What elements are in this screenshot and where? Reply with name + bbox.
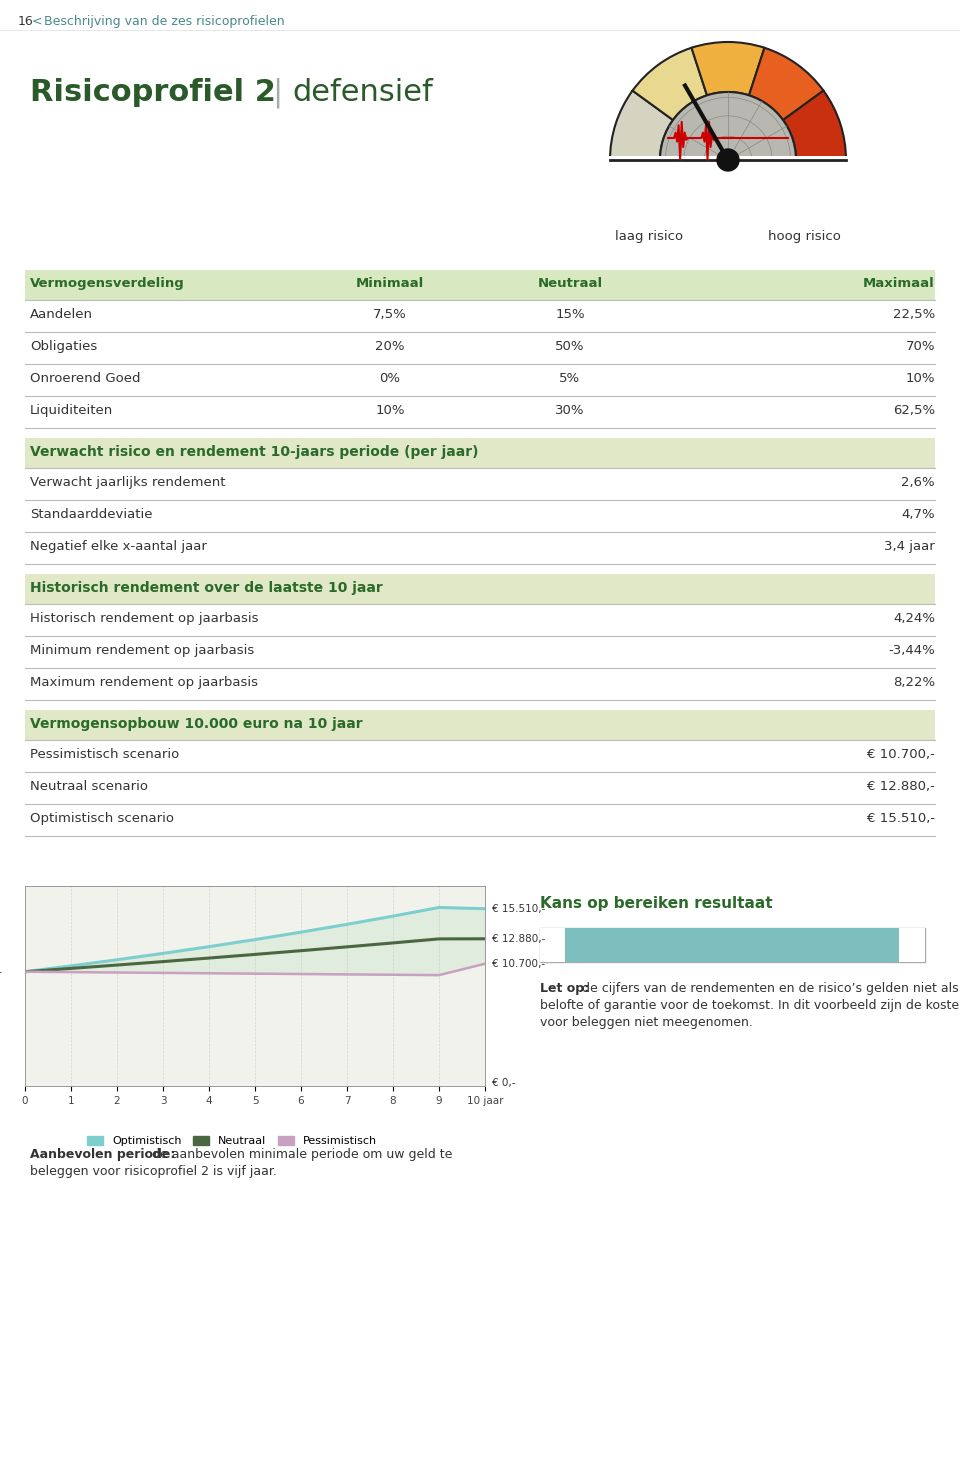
Text: Neutraal scenario: Neutraal scenario bbox=[30, 780, 148, 793]
Text: € 0,-: € 0,- bbox=[492, 1078, 516, 1088]
Text: 4,24%: 4,24% bbox=[893, 612, 935, 625]
Text: 4,7%: 4,7% bbox=[901, 508, 935, 521]
Text: 15%: 15% bbox=[555, 308, 585, 321]
Text: 0%: 0% bbox=[379, 371, 400, 385]
Text: Historisch rendement op jaarbasis: Historisch rendement op jaarbasis bbox=[30, 612, 258, 625]
Text: Let op:: Let op: bbox=[540, 982, 589, 995]
Text: Aandelen: Aandelen bbox=[30, 308, 93, 321]
Text: -3,44%: -3,44% bbox=[888, 644, 935, 658]
Text: Minimaal: Minimaal bbox=[356, 277, 424, 291]
Wedge shape bbox=[633, 48, 707, 120]
Text: € 12.880,-: € 12.880,- bbox=[492, 934, 545, 944]
Text: laag risico: laag risico bbox=[615, 230, 684, 244]
Bar bbox=[540, 928, 925, 962]
Text: 5%: 5% bbox=[560, 371, 581, 385]
Wedge shape bbox=[610, 91, 673, 160]
Text: 10%: 10% bbox=[375, 404, 405, 417]
Text: 3,4 jaar: 3,4 jaar bbox=[884, 540, 935, 553]
Text: € 10.000,-: € 10.000,- bbox=[0, 967, 2, 976]
Text: defensief: defensief bbox=[292, 78, 433, 107]
Text: € 10.700,-: € 10.700,- bbox=[492, 959, 545, 969]
Bar bbox=[899, 928, 925, 962]
Text: Pessimistisch scenario: Pessimistisch scenario bbox=[30, 749, 180, 760]
Text: 22,5%: 22,5% bbox=[893, 308, 935, 321]
Bar bbox=[25, 437, 935, 468]
Text: 62,5%: 62,5% bbox=[893, 404, 935, 417]
Circle shape bbox=[717, 148, 739, 170]
Text: 30%: 30% bbox=[555, 404, 585, 417]
Legend: Optimistisch, Neutraal, Pessimistisch: Optimistisch, Neutraal, Pessimistisch bbox=[83, 1132, 382, 1151]
Bar bbox=[25, 574, 935, 603]
Text: Historisch rendement over de laatste 10 jaar: Historisch rendement over de laatste 10 … bbox=[30, 581, 383, 595]
Text: Kans op bereiken resultaat: Kans op bereiken resultaat bbox=[540, 895, 773, 912]
Bar bbox=[565, 928, 899, 962]
Text: 70%: 70% bbox=[905, 341, 935, 352]
Text: 10%: 10% bbox=[905, 371, 935, 385]
Text: Verwacht risico en rendement 10-jaars periode (per jaar): Verwacht risico en rendement 10-jaars pe… bbox=[30, 445, 478, 459]
Text: Standaarddeviatie: Standaarddeviatie bbox=[30, 508, 153, 521]
Text: Optimistisch scenario: Optimistisch scenario bbox=[30, 812, 174, 825]
Wedge shape bbox=[691, 43, 764, 95]
Text: Obligaties: Obligaties bbox=[30, 341, 97, 352]
Text: beleggen voor risicoprofiel 2 is vijf jaar.: beleggen voor risicoprofiel 2 is vijf ja… bbox=[30, 1166, 276, 1177]
Text: de cijfers van de rendementen en de risico’s gelden niet als: de cijfers van de rendementen en de risi… bbox=[578, 982, 959, 995]
Text: 16: 16 bbox=[18, 15, 34, 28]
Text: Verwacht jaarlijks rendement: Verwacht jaarlijks rendement bbox=[30, 476, 226, 489]
Text: 90%: 90% bbox=[716, 937, 748, 948]
Bar bbox=[605, 156, 851, 178]
Text: € 10.700,-: € 10.700,- bbox=[867, 749, 935, 760]
Text: Negatief elke x-aantal jaar: Negatief elke x-aantal jaar bbox=[30, 540, 206, 553]
Text: Vermogensverdeling: Vermogensverdeling bbox=[30, 277, 184, 291]
Text: 20%: 20% bbox=[375, 341, 405, 352]
Text: Beschrijving van de zes risicoprofielen: Beschrijving van de zes risicoprofielen bbox=[44, 15, 284, 28]
Text: 8,22%: 8,22% bbox=[893, 675, 935, 688]
Text: Minimum rendement op jaarbasis: Minimum rendement op jaarbasis bbox=[30, 644, 254, 658]
Bar bbox=[25, 711, 935, 740]
Text: voor beleggen niet meegenomen.: voor beleggen niet meegenomen. bbox=[540, 1016, 753, 1029]
Text: Vermogensopbouw 10.000 euro na 10 jaar: Vermogensopbouw 10.000 euro na 10 jaar bbox=[30, 716, 363, 731]
Text: 50%: 50% bbox=[555, 341, 585, 352]
Text: <: < bbox=[32, 15, 42, 28]
Wedge shape bbox=[660, 92, 796, 160]
Text: Neutraal: Neutraal bbox=[538, 277, 603, 291]
Text: € 15.510,-: € 15.510,- bbox=[492, 904, 545, 913]
Text: Maximaal: Maximaal bbox=[863, 277, 935, 291]
Wedge shape bbox=[783, 91, 846, 160]
Text: 2,6%: 2,6% bbox=[901, 476, 935, 489]
Bar bbox=[25, 270, 935, 299]
Text: € 15.510,-: € 15.510,- bbox=[867, 812, 935, 825]
Text: Aanbevolen periode:: Aanbevolen periode: bbox=[30, 1148, 176, 1161]
Text: de aanbevolen minimale periode om uw geld te: de aanbevolen minimale periode om uw gel… bbox=[148, 1148, 452, 1161]
Text: belofte of garantie voor de toekomst. In dit voorbeeld zijn de kosten: belofte of garantie voor de toekomst. In… bbox=[540, 1000, 960, 1011]
Wedge shape bbox=[749, 48, 824, 120]
Text: 5%: 5% bbox=[542, 937, 562, 948]
Text: Maximum rendement op jaarbasis: Maximum rendement op jaarbasis bbox=[30, 675, 258, 688]
Text: Risicoprofiel 2: Risicoprofiel 2 bbox=[30, 78, 276, 107]
Text: € 12.880,-: € 12.880,- bbox=[867, 780, 935, 793]
Bar bbox=[540, 928, 565, 962]
Text: hoog risico: hoog risico bbox=[768, 230, 841, 244]
Text: Onroerend Goed: Onroerend Goed bbox=[30, 371, 140, 385]
Text: |: | bbox=[272, 78, 282, 109]
Text: Liquiditeiten: Liquiditeiten bbox=[30, 404, 113, 417]
Text: 5%: 5% bbox=[902, 937, 922, 948]
Text: 7,5%: 7,5% bbox=[373, 308, 407, 321]
